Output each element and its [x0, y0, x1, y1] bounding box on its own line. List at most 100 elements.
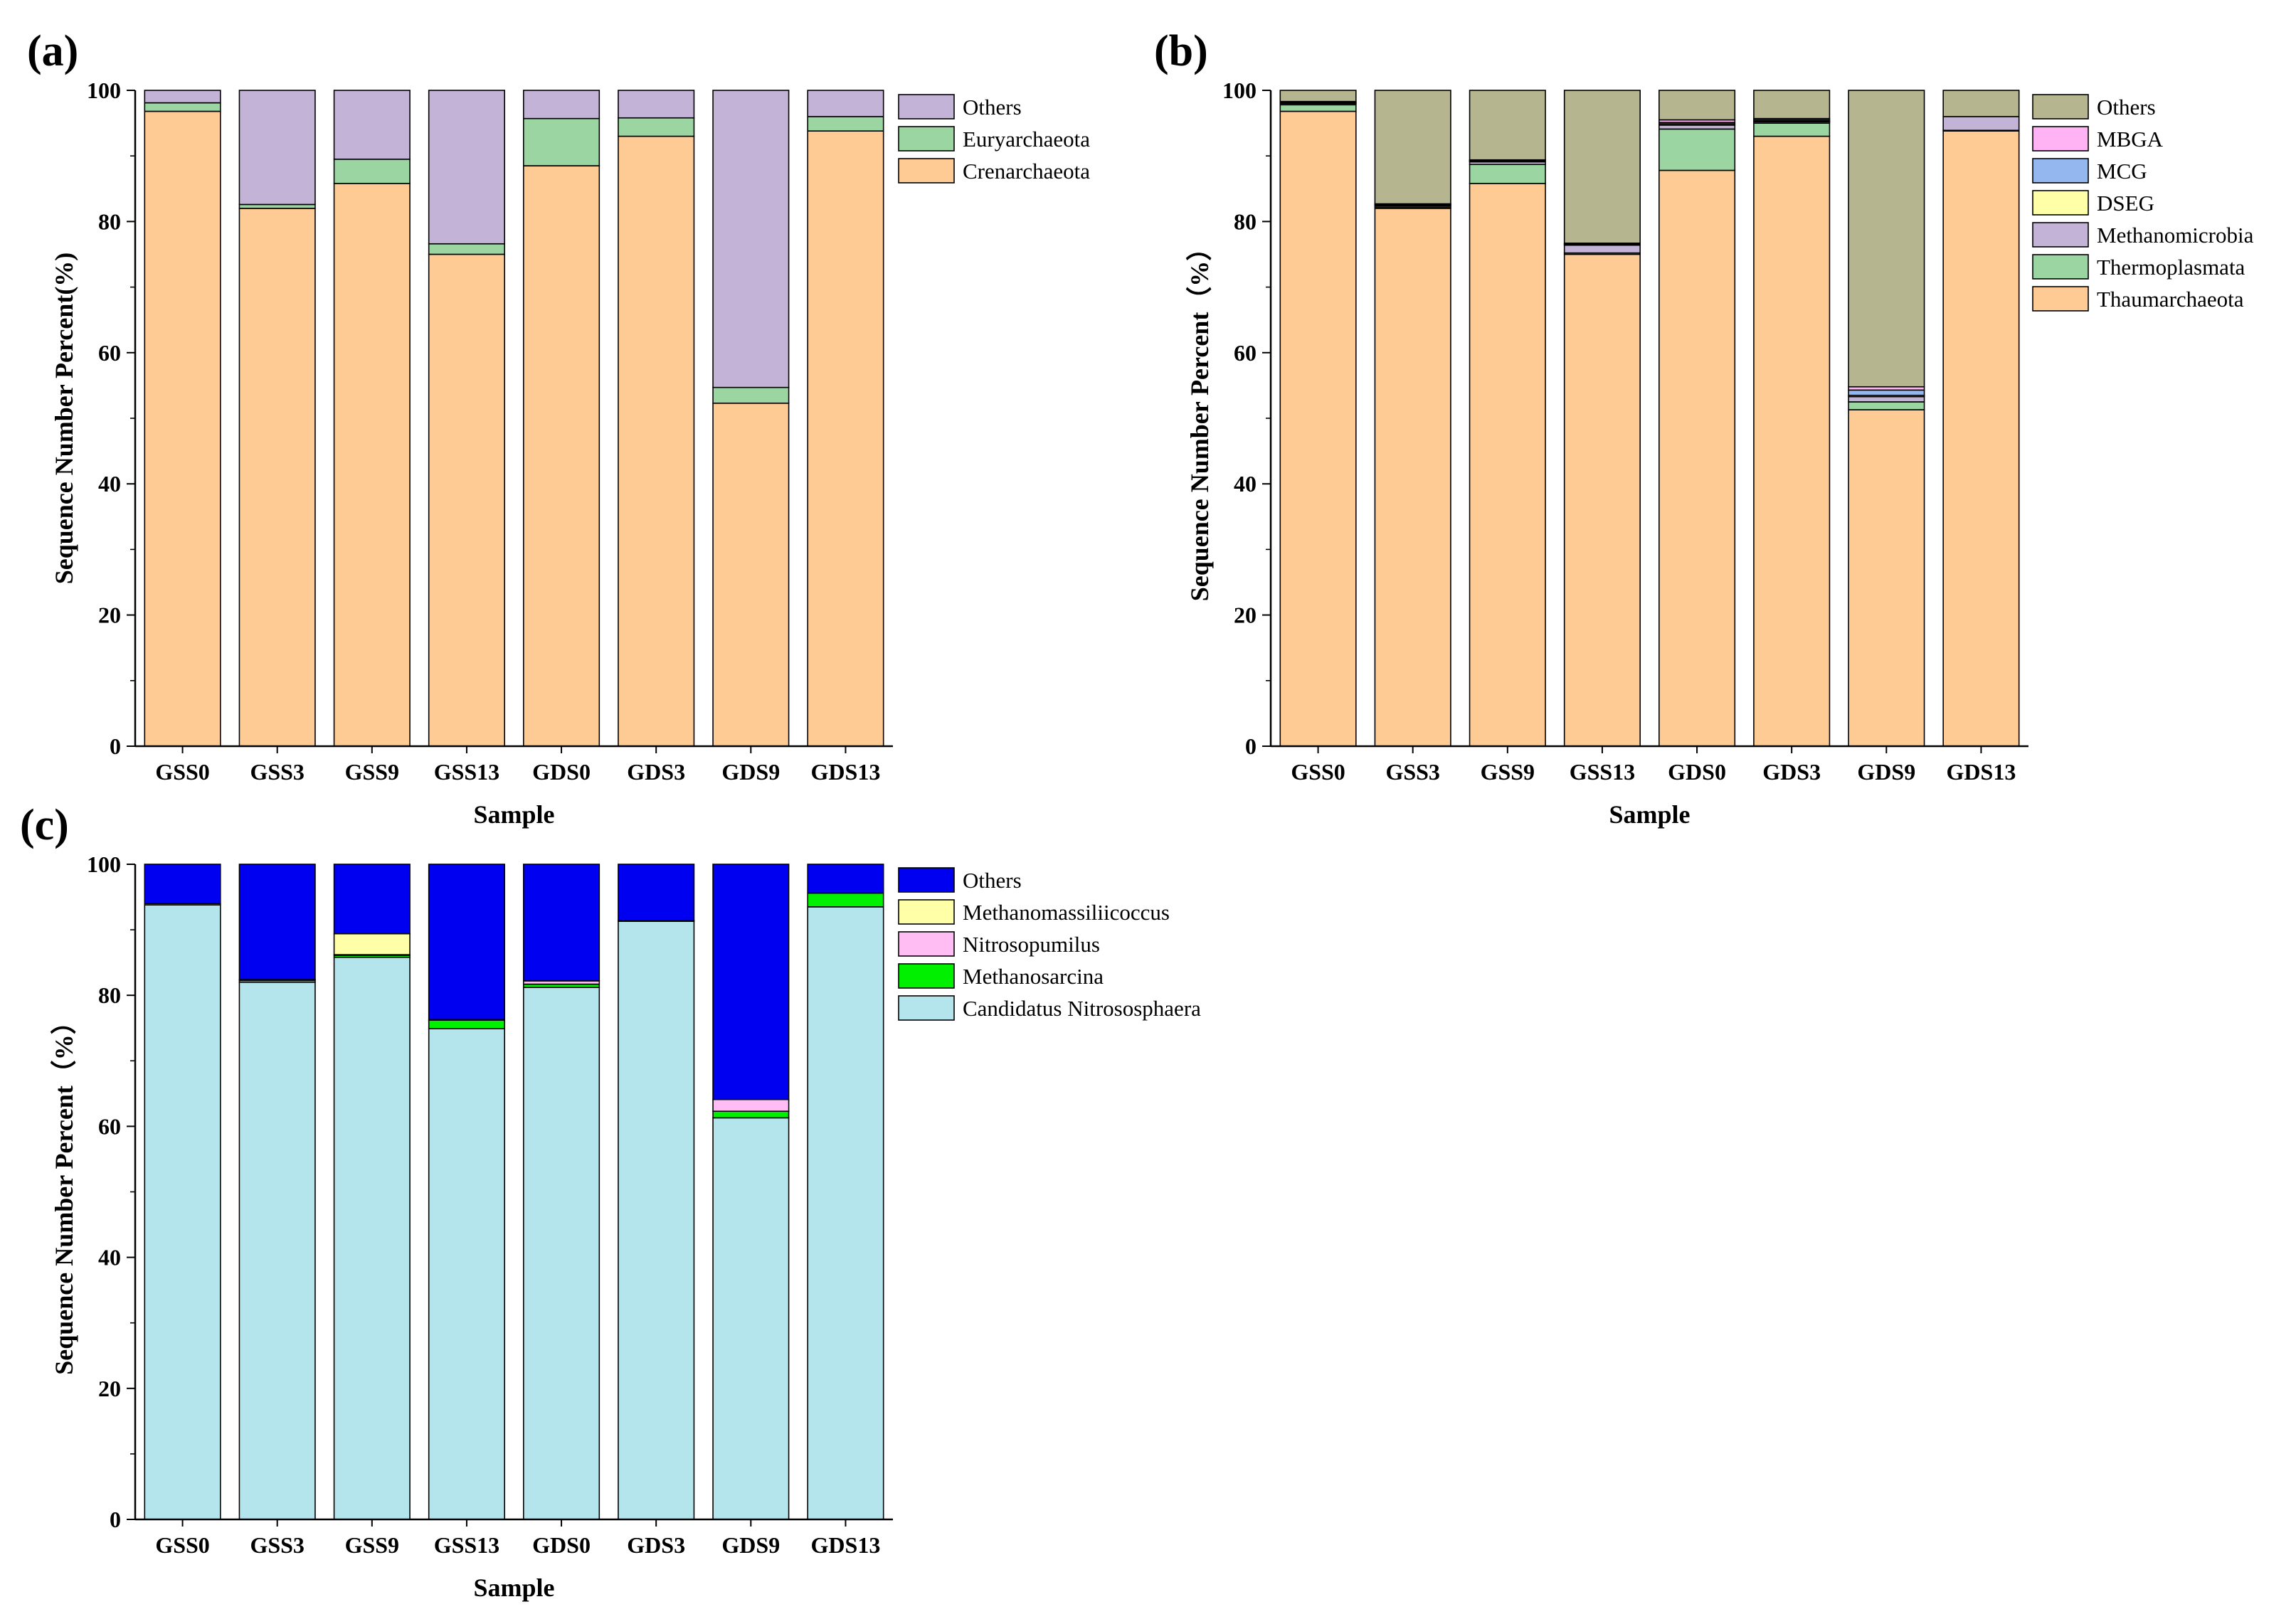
bar-thaumarchaeota-gss9: [1469, 183, 1546, 747]
legend-label-others: Others: [963, 868, 1022, 893]
bar-thermoplasmata-gss9: [1469, 164, 1546, 184]
y-tick-label-40: 40: [98, 1245, 121, 1270]
bar-crenarchaeota-gds13: [807, 130, 884, 747]
bar-thermoplasmata-gds0: [1658, 128, 1736, 171]
legend-label-thaumarchaeota: Thaumarchaeota: [2097, 287, 2244, 312]
bar-crenarchaeota-gss13: [428, 253, 505, 747]
bar-others-gss0: [1279, 90, 1357, 102]
x-tick-label-gss0: GSS0: [155, 1532, 209, 1558]
y-tick-label-20: 20: [98, 603, 121, 628]
bar-euryarchaeota-gds13: [807, 116, 884, 132]
x-tick-label-gss0: GSS0: [155, 759, 209, 785]
y-tick-label-0: 0: [1245, 733, 1257, 759]
bar-others-gss3: [238, 864, 316, 980]
bar-others-gds3: [1753, 90, 1831, 120]
bar-euryarchaeota-gss0: [144, 102, 221, 112]
bar-euryarchaeota-gss3: [238, 203, 316, 209]
x-tick-label-gss9: GSS9: [345, 1532, 399, 1558]
bar-methanomicrobia-gds9: [1848, 396, 1925, 403]
legend-label-euryarchaeota: Euryarchaeota: [963, 127, 1090, 152]
bar-candidatus-nitrososphaera-gss9: [333, 956, 411, 1520]
bar-thaumarchaeota-gds9: [1848, 409, 1925, 747]
bar-methanomicrobia-gds0: [1658, 124, 1736, 130]
x-tick-label-gds9: GDS9: [721, 1532, 780, 1558]
x-tick-label-gss13: GSS13: [434, 1532, 499, 1558]
bar-candidatus-nitrososphaera-gds3: [618, 920, 695, 1520]
legend-label-mcg: MCG: [2097, 159, 2147, 184]
bar-crenarchaeota-gds3: [618, 135, 695, 747]
y-tick-label-60: 60: [98, 340, 121, 366]
legend: Others MBGA MCG DSEG Methanomicrobia Thermopl…: [2032, 94, 2254, 312]
x-axis-title: Sample: [473, 1573, 554, 1602]
x-tick-label-gds0: GDS0: [1668, 759, 1726, 785]
bar-others-gds13: [807, 90, 884, 117]
panel-label-b: (b): [1154, 27, 1208, 75]
legend-swatch-methanosarcina: [898, 963, 955, 989]
x-tick-label-gds13: GDS13: [811, 1532, 881, 1558]
bar-methanomicrobia-gss13: [1563, 244, 1641, 254]
legend: Others Euryarchaeota Crenarchaeota: [898, 94, 1090, 184]
bar-others-gds0: [1658, 90, 1736, 121]
bar-others-gds0: [523, 864, 601, 982]
x-tick-label-gds0: GDS0: [532, 1532, 591, 1558]
y-tick-label-20: 20: [1234, 603, 1257, 628]
legend-label-nitrosopumilus: Nitrosopumilus: [963, 932, 1100, 957]
bar-others-gss13: [428, 864, 505, 1021]
legend-label-mbga: MBGA: [2097, 127, 2164, 152]
bar-thermoplasmata-gds9: [1848, 401, 1925, 410]
bar-others-gss0: [144, 864, 221, 905]
bar-methanosarcina-gds9: [712, 1110, 790, 1119]
x-tick-label-gds3: GDS3: [627, 1532, 685, 1558]
bar-thermoplasmata-gss0: [1279, 104, 1357, 112]
panel-c: (c) GSS0 GSS3 GSS9 GSS13 GDS0 GDS3 GDS9 GDS13 0 2…: [20, 801, 1201, 1602]
bar-others-gds9: [712, 90, 790, 388]
legend: Others Methanomassiliicoccus Nitrosopumilu…: [898, 867, 1201, 1021]
bar-others-gds13: [1942, 90, 2020, 117]
x-tick-label-gds0: GDS0: [532, 759, 591, 785]
bar-crenarchaeota-gss9: [333, 183, 411, 747]
panel-b: (b) GSS0 GSS3 GSS9 GSS13 GDS0 GDS3 GDS9 GDS13 0 2…: [1154, 27, 2254, 829]
legend-label-crenarchaeota: Crenarchaeota: [963, 159, 1090, 184]
legend-swatch-mcg: [2032, 158, 2089, 184]
bar-others-gds9: [1848, 90, 1925, 388]
bar-thaumarchaeota-gds13: [1942, 130, 2020, 747]
bar-candidatus-nitrososphaera-gds0: [523, 987, 601, 1520]
x-tick-label-gss0: GSS0: [1291, 759, 1345, 785]
legend-label-methanomassiliicoccus: Methanomassiliicoccus: [963, 900, 1170, 925]
y-axis-title: Sequence Number Percent（%）: [1185, 235, 1214, 602]
y-tick-label-60: 60: [1234, 340, 1257, 366]
legend-swatch-thermoplasmata: [2032, 254, 2089, 280]
bar-methanomassiliicoccus-gss9: [333, 933, 411, 955]
bar-thaumarchaeota-gds0: [1658, 169, 1736, 747]
x-tick-label-gds9: GDS9: [1857, 759, 1915, 785]
x-tick-label-gss3: GSS3: [250, 1532, 304, 1558]
bar-others-gds3: [618, 90, 695, 119]
bar-candidatus-nitrososphaera-gss3: [238, 981, 316, 1520]
bar-others-gss0: [144, 90, 221, 104]
bar-thaumarchaeota-gds3: [1753, 135, 1831, 747]
y-tick-label-80: 80: [98, 982, 121, 1008]
panel-label-a: (a): [27, 27, 78, 75]
y-tick-label-20: 20: [98, 1376, 121, 1401]
bar-crenarchaeota-gds9: [712, 402, 790, 747]
bar-thermoplasmata-gds3: [1753, 122, 1831, 137]
bar-others-gds0: [523, 90, 601, 120]
legend-label-others: Others: [2097, 95, 2156, 120]
bar-others-gss9: [333, 864, 411, 935]
bar-mcg-gds9: [1848, 389, 1925, 396]
y-axis-title: Sequence Number Percent（%）: [50, 1009, 78, 1375]
bar-candidatus-nitrososphaera-gds9: [712, 1117, 790, 1520]
legend-swatch-thaumarchaeota: [2032, 286, 2089, 312]
bar-euryarchaeota-gss13: [428, 243, 505, 255]
x-tick-label-gss3: GSS3: [250, 759, 304, 785]
bar-others-gds13: [807, 864, 884, 894]
bar-methanosarcina-gds13: [807, 892, 884, 908]
legend-swatch-others: [898, 94, 955, 120]
x-tick-label-gss3: GSS3: [1385, 759, 1439, 785]
y-tick-label-40: 40: [98, 471, 121, 497]
y-tick-label-40: 40: [1234, 471, 1257, 497]
bar-crenarchaeota-gss0: [144, 110, 221, 747]
bar-thaumarchaeota-gss0: [1279, 110, 1357, 747]
legend-swatch-methanomicrobia: [2032, 222, 2089, 248]
y-tick-label-100: 100: [87, 851, 121, 877]
